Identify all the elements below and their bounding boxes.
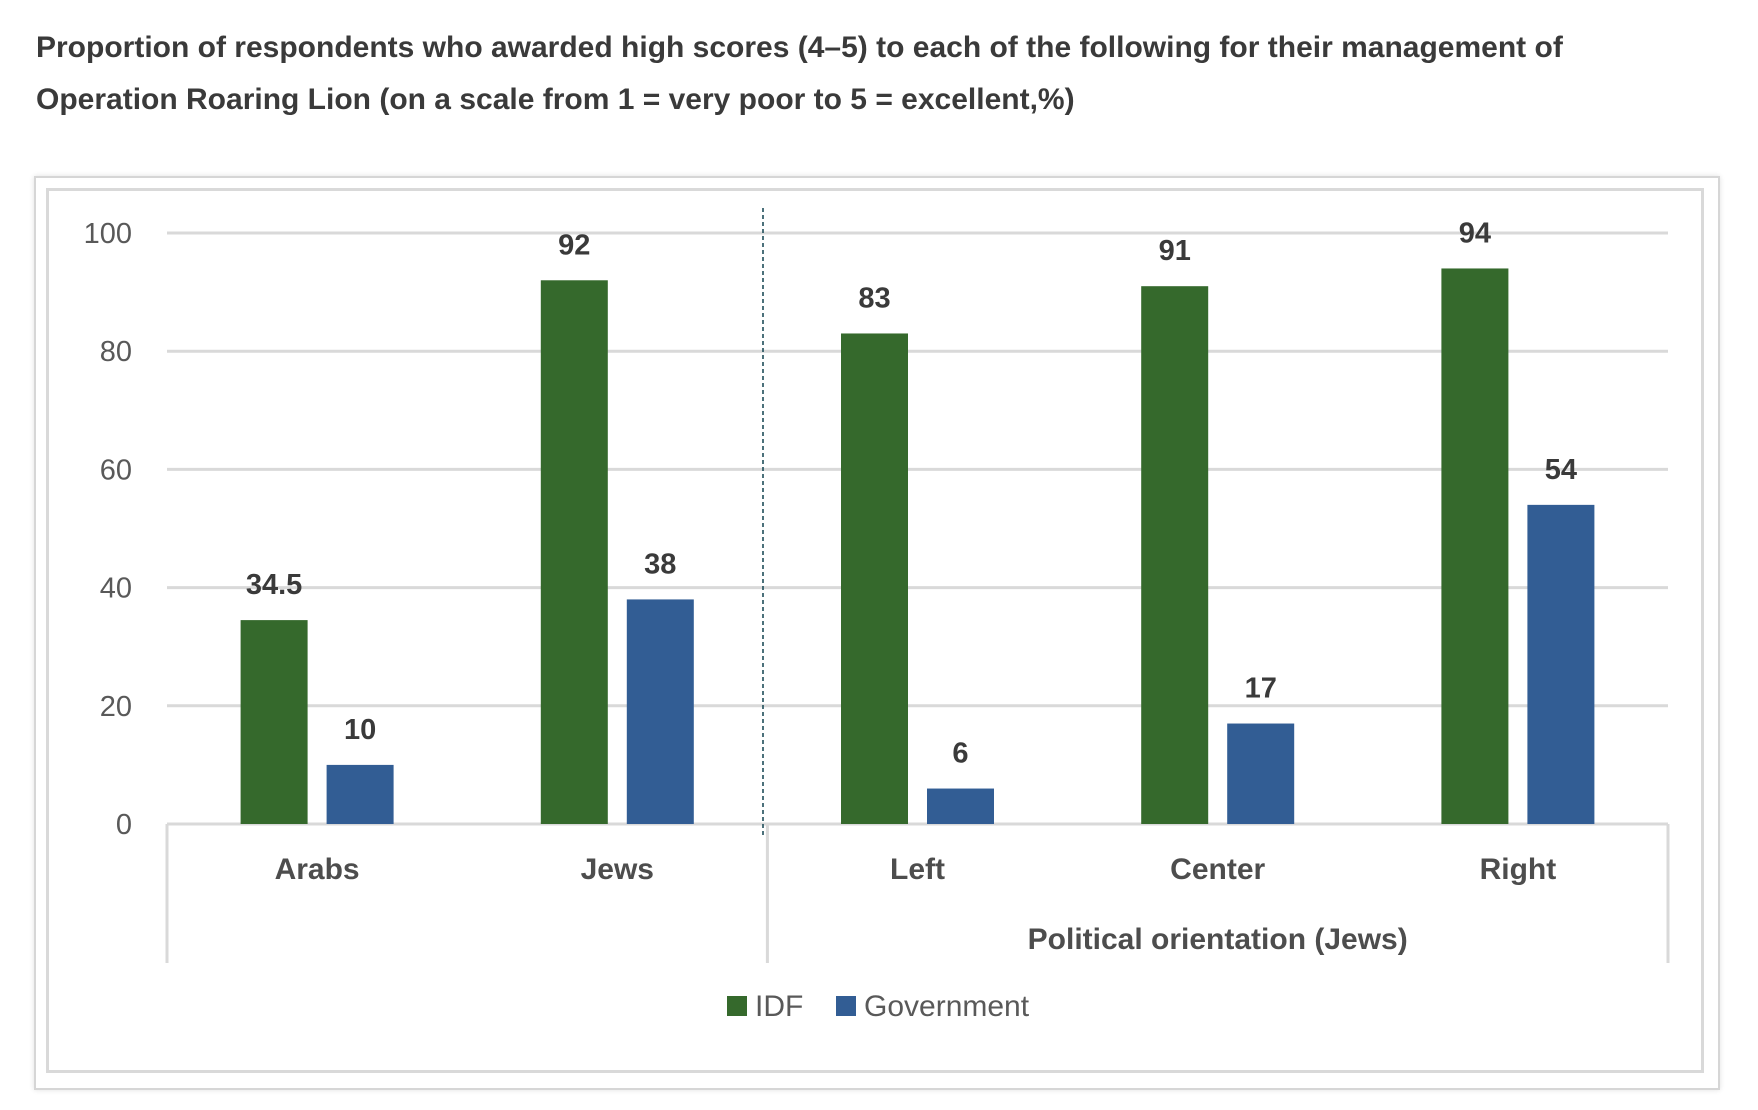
data-label: 34.5 <box>246 569 302 601</box>
data-label: 91 <box>1159 235 1191 267</box>
bar-idf <box>1441 268 1509 825</box>
x-tick-label: Right <box>1480 853 1557 886</box>
chart-plot-border <box>46 188 1704 1073</box>
y-tick-label: 20 <box>100 691 132 723</box>
bar-government <box>927 788 994 824</box>
bar-idf <box>540 280 608 824</box>
x-tick-label: Arabs <box>275 853 360 886</box>
x-tick-label: Left <box>890 853 945 886</box>
x-tick-label: Jews <box>581 853 654 886</box>
data-label: 94 <box>1459 217 1491 249</box>
bar-idf <box>841 333 908 824</box>
y-tick-label: 60 <box>100 454 132 486</box>
data-label: 38 <box>644 548 676 580</box>
bar-government <box>1227 723 1295 824</box>
bar-government <box>626 599 694 824</box>
data-label: 83 <box>858 282 890 314</box>
x-group-label: Political orientation (Jews) <box>1028 923 1408 956</box>
chart-title-line-2: Operation Roaring Lion (on a scale from … <box>36 83 1075 116</box>
bar-government <box>1527 504 1595 824</box>
y-tick-label: 80 <box>100 336 132 368</box>
y-tick-label: 40 <box>100 573 132 605</box>
x-tick-label: Center <box>1170 853 1265 886</box>
legend-swatch <box>727 996 747 1016</box>
chart-title-line-1: Proportion of respondents who awarded hi… <box>36 31 1563 64</box>
bar-government <box>326 764 394 824</box>
data-label: 17 <box>1245 673 1277 705</box>
y-tick-label: 0 <box>116 809 132 841</box>
legend-swatch <box>836 996 856 1016</box>
chart-title: Proportion of respondents who awarded hi… <box>36 22 1676 126</box>
data-label: 92 <box>558 229 590 261</box>
y-tick-label: 100 <box>84 218 132 250</box>
data-label: 6 <box>952 738 968 770</box>
bar-idf <box>1141 286 1209 824</box>
legend-label: IDF <box>755 990 803 1023</box>
data-label: 54 <box>1545 454 1577 486</box>
legend-label: Government <box>864 990 1030 1023</box>
data-label: 10 <box>344 714 376 746</box>
bar-idf <box>240 620 308 824</box>
